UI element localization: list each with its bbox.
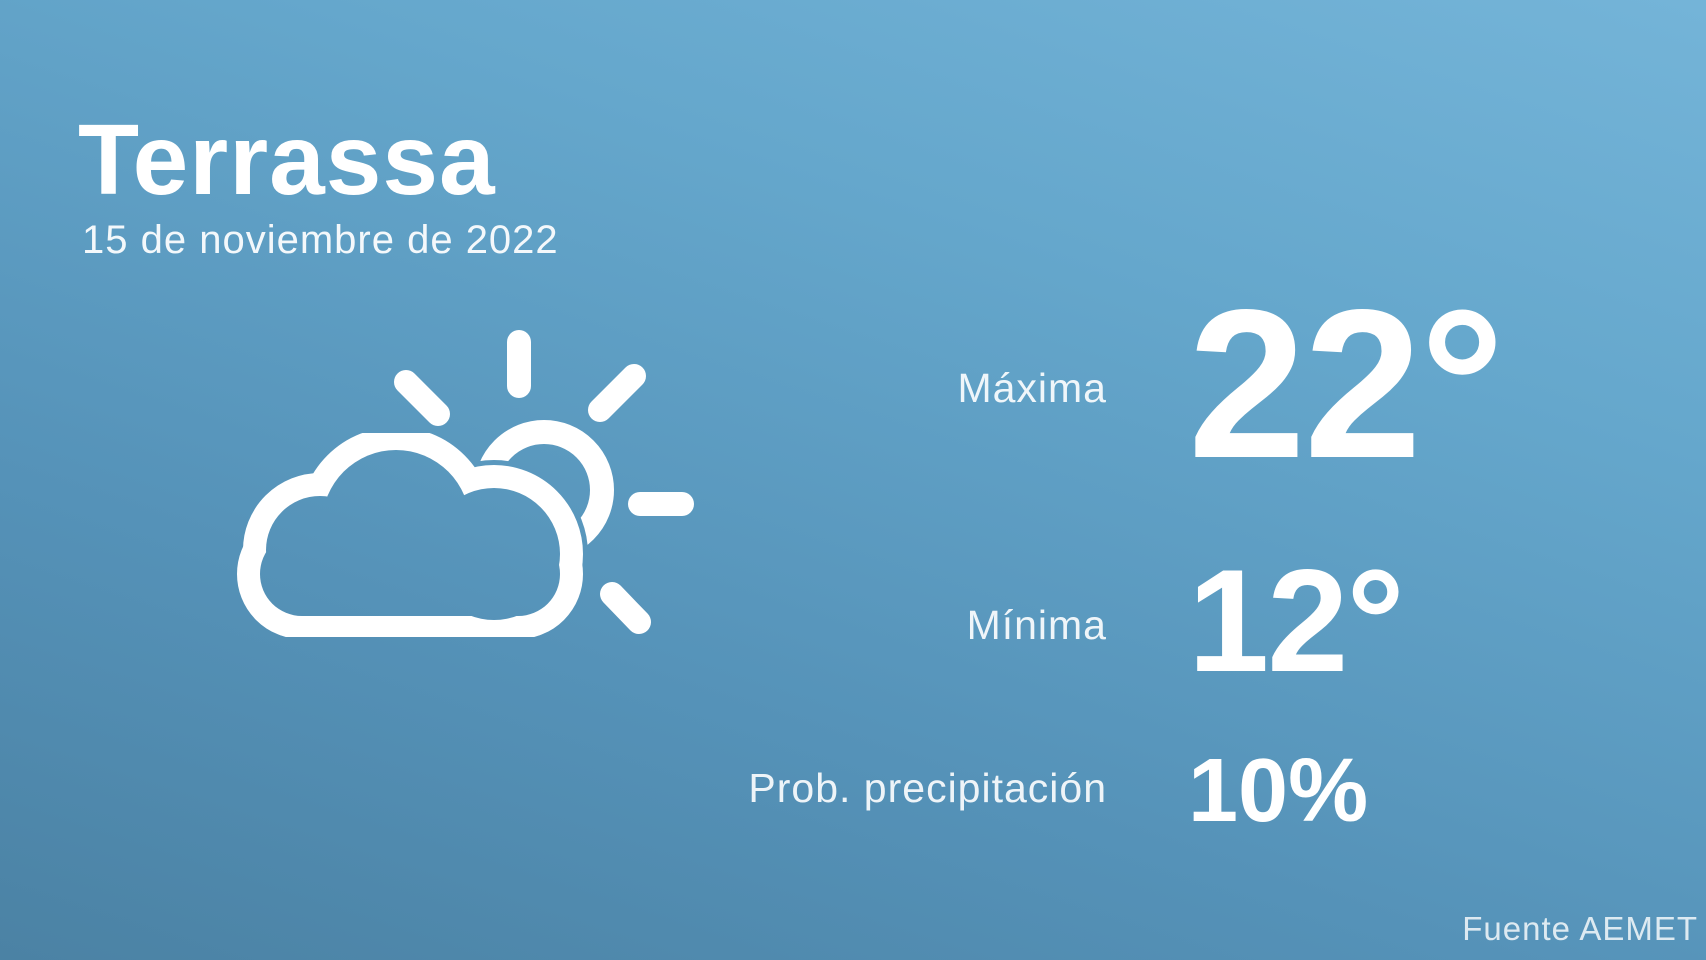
- max-temp-label: Máxima: [957, 365, 1107, 411]
- cloud-icon-part: [237, 427, 583, 643]
- min-temp-value: 12°: [1188, 539, 1405, 702]
- precipitation-probability-label: Prob. precipitación: [748, 765, 1107, 811]
- date-subtitle: 15 de noviembre de 2022: [82, 218, 559, 262]
- precipitation-probability-value: 10%: [1188, 741, 1369, 841]
- min-temp-label: Mínima: [966, 602, 1107, 648]
- city-title: Terrassa: [78, 104, 496, 216]
- partly-cloudy-icon: [236, 292, 706, 657]
- source-attribution: Fuente AEMET: [1462, 910, 1698, 947]
- max-temp-value: 22°: [1188, 265, 1505, 502]
- sun-behind-cloud-icon: [237, 330, 694, 643]
